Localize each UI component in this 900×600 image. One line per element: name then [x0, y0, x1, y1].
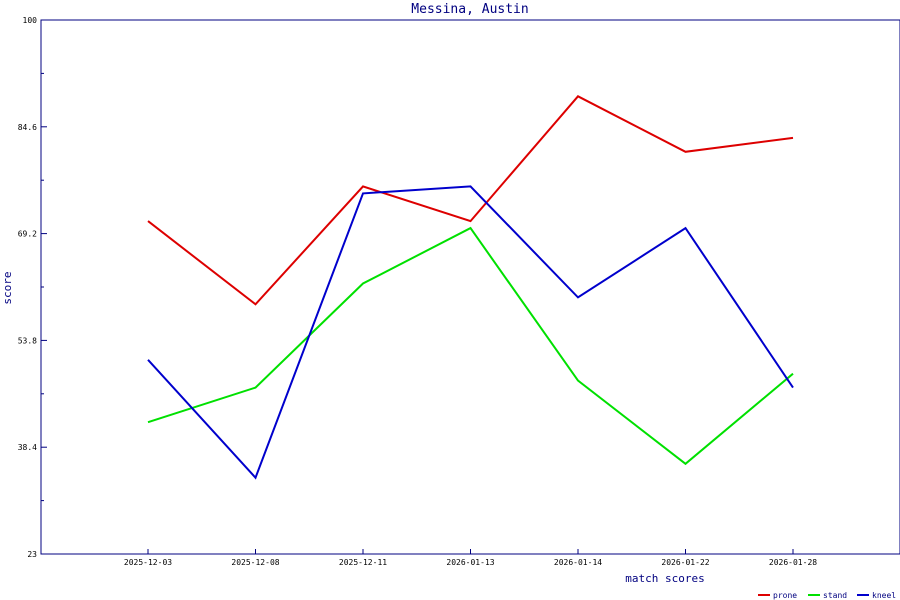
plot-frame [40, 19, 900, 555]
legend-label-stand: stand [823, 591, 847, 600]
series-line-kneel [147, 185, 794, 480]
legend-label-kneel: kneel [872, 591, 896, 600]
chart-title: Messina, Austin [411, 2, 528, 17]
x-axis-label: match scores [625, 572, 704, 585]
y-axis: 23 38.4 53.8 69.2 84.6 100 [18, 16, 47, 559]
y-axis-label: score [1, 271, 14, 304]
x-tick-label: 2026-01-13 [446, 558, 494, 567]
legend: prone stand kneel [758, 591, 896, 600]
x-tick-label: 2026-01-28 [769, 558, 817, 567]
y-tick-label: 69.2 [18, 230, 37, 239]
x-axis: 2025-12-03 2025-12-08 2025-12-11 2026-01-13… [124, 549, 817, 567]
legend-label-prone: prone [773, 591, 797, 600]
x-tick-label: 2026-01-22 [661, 558, 709, 567]
x-tick-label: 2025-12-08 [231, 558, 279, 567]
x-tick-label: 2026-01-14 [554, 558, 602, 567]
y-tick-label: 84.6 [18, 123, 37, 132]
y-tick-label: 23 [27, 550, 37, 559]
y-tick-label: 100 [23, 16, 38, 25]
y-tick-label: 38.4 [18, 443, 37, 452]
series-line-prone [147, 95, 794, 306]
y-tick-label: 53.8 [18, 336, 37, 345]
x-tick-label: 2025-12-11 [339, 558, 387, 567]
series-lines [147, 95, 794, 480]
series-line-stand [147, 226, 794, 466]
x-tick-label: 2025-12-03 [124, 558, 172, 567]
